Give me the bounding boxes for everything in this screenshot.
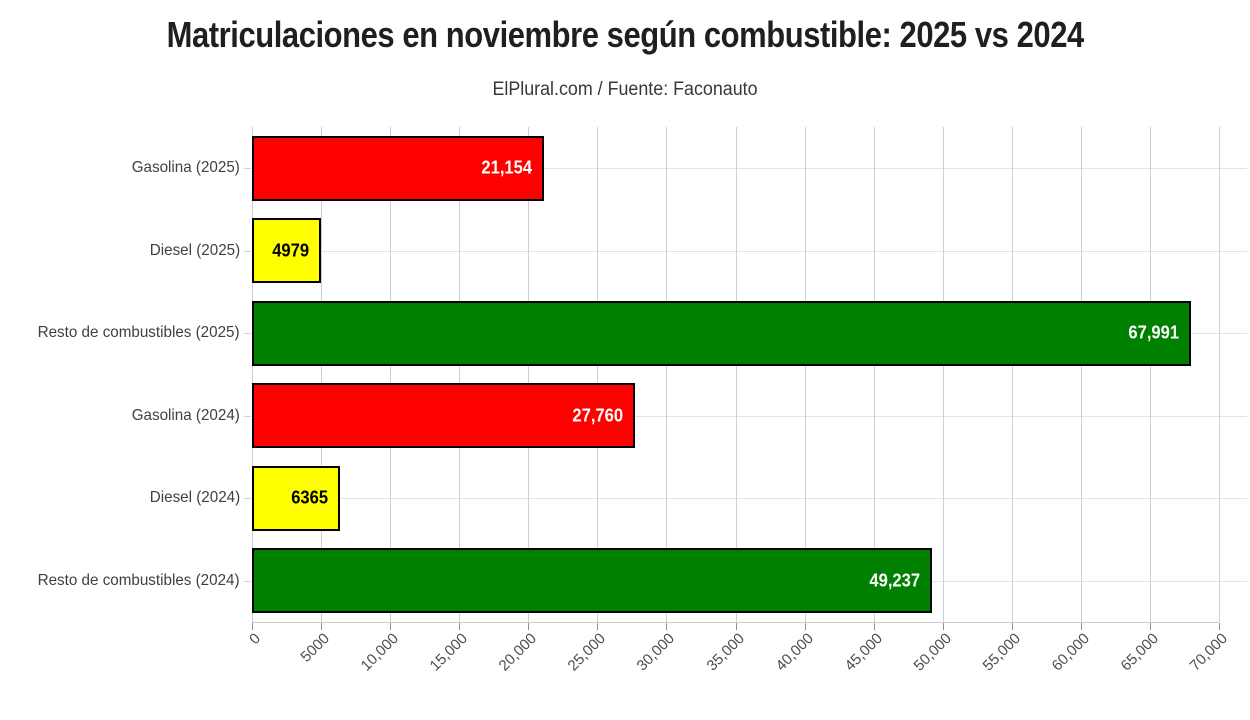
- x-axis-tick-mark: [321, 623, 323, 630]
- x-axis-tick-mark: [873, 623, 875, 630]
- category-label: Gasolina (2025): [131, 159, 240, 177]
- x-axis-tick-mark: [252, 623, 253, 630]
- bar-diesel-2024: 6365: [252, 465, 340, 531]
- category-label: Diesel (2024): [149, 489, 240, 507]
- bar-resto-de-combustibles-2024: 49,237: [252, 548, 933, 614]
- vertical-gridline: [735, 127, 737, 622]
- bar-diesel-2025: 4979: [252, 218, 321, 284]
- category-label: Diesel (2025): [149, 241, 240, 259]
- vertical-gridline: [666, 127, 668, 622]
- vertical-gridline: [873, 127, 875, 622]
- bar-value-label: 49,237: [869, 570, 921, 591]
- bar-value-label: 27,760: [572, 405, 624, 426]
- category-label: Resto de combustibles (2024): [38, 571, 240, 589]
- y-axis-tick-mark: [244, 498, 251, 500]
- y-axis-tick-mark: [244, 333, 251, 335]
- chart-header: Matriculaciones en noviembre según combu…: [0, 14, 1250, 56]
- y-axis-tick-mark: [244, 168, 251, 170]
- vertical-gridline: [252, 127, 253, 622]
- vertical-gridline: [1149, 127, 1151, 622]
- x-axis-tick-mark: [1219, 623, 1220, 630]
- vertical-gridline: [1080, 127, 1082, 622]
- x-axis-tick-labels: 0 5000 10,000 15,000 20,000 25,000 30,000 35,00…: [246, 630, 1231, 703]
- y-axis-tick-mark: [244, 415, 251, 417]
- vertical-gridline: [459, 127, 461, 622]
- horizontal-gridline: [252, 415, 1247, 417]
- x-axis-tick-mark: [459, 623, 461, 630]
- category-label: Gasolina (2024): [131, 406, 240, 424]
- y-axis-tick-mark: [244, 250, 251, 252]
- y-axis-tick-mark: [244, 580, 251, 582]
- vertical-gridline: [390, 127, 392, 622]
- x-axis-tick-mark: [735, 623, 737, 630]
- bar-resto-de-combustibles-2025: 67,991: [252, 300, 1192, 366]
- bar-gasolina-2025: 21,154: [252, 135, 545, 201]
- bar-value-label: 21,154: [481, 157, 533, 178]
- bar-value-label: 67,991: [1128, 322, 1180, 343]
- y-axis-labels: Gasolina (2025) Diesel (2025) Resto de com…: [0, 127, 240, 622]
- vertical-gridline: [1011, 127, 1013, 622]
- horizontal-gridline: [252, 250, 1247, 252]
- x-axis-tick-mark: [528, 623, 530, 630]
- chart-subtitle: ElPlural.com / Fuente: Faconauto: [492, 79, 758, 100]
- horizontal-gridline: [252, 498, 1247, 500]
- bar-value-label: 6365: [291, 487, 328, 508]
- x-axis-tick-mark: [597, 623, 599, 630]
- category-label: Resto de combustibles (2025): [38, 324, 240, 342]
- x-axis-tick-mark: [1011, 623, 1013, 630]
- bar-gasolina-2024: 27,760: [252, 383, 636, 449]
- x-axis-tick-mark: [1149, 623, 1151, 630]
- vertical-gridline: [942, 127, 944, 622]
- chart-title: Matriculaciones en noviembre según combu…: [166, 14, 1084, 55]
- plot-area: 21,154 4979 67,991 27,760 6365 49,237: [244, 127, 1247, 630]
- chart-canvas: Matriculaciones en noviembre según combu…: [0, 14, 1250, 703]
- x-axis-line: [252, 622, 1219, 623]
- bar-value-label: 4979: [271, 240, 309, 261]
- vertical-gridline: [804, 127, 806, 622]
- x-axis-tick-mark: [942, 623, 944, 630]
- x-axis-tick-mark: [666, 623, 668, 630]
- x-axis-tick-mark: [804, 623, 806, 630]
- vertical-gridline: [321, 127, 323, 622]
- chart-subheader: ElPlural.com / Fuente: Faconauto: [0, 79, 1250, 101]
- vertical-gridline: [1219, 127, 1220, 622]
- vertical-gridline: [597, 127, 599, 622]
- horizontal-gridline: [252, 168, 1247, 170]
- x-axis-tick-mark: [1080, 623, 1082, 630]
- x-axis-tick-mark: [390, 623, 392, 630]
- vertical-gridline: [528, 127, 530, 622]
